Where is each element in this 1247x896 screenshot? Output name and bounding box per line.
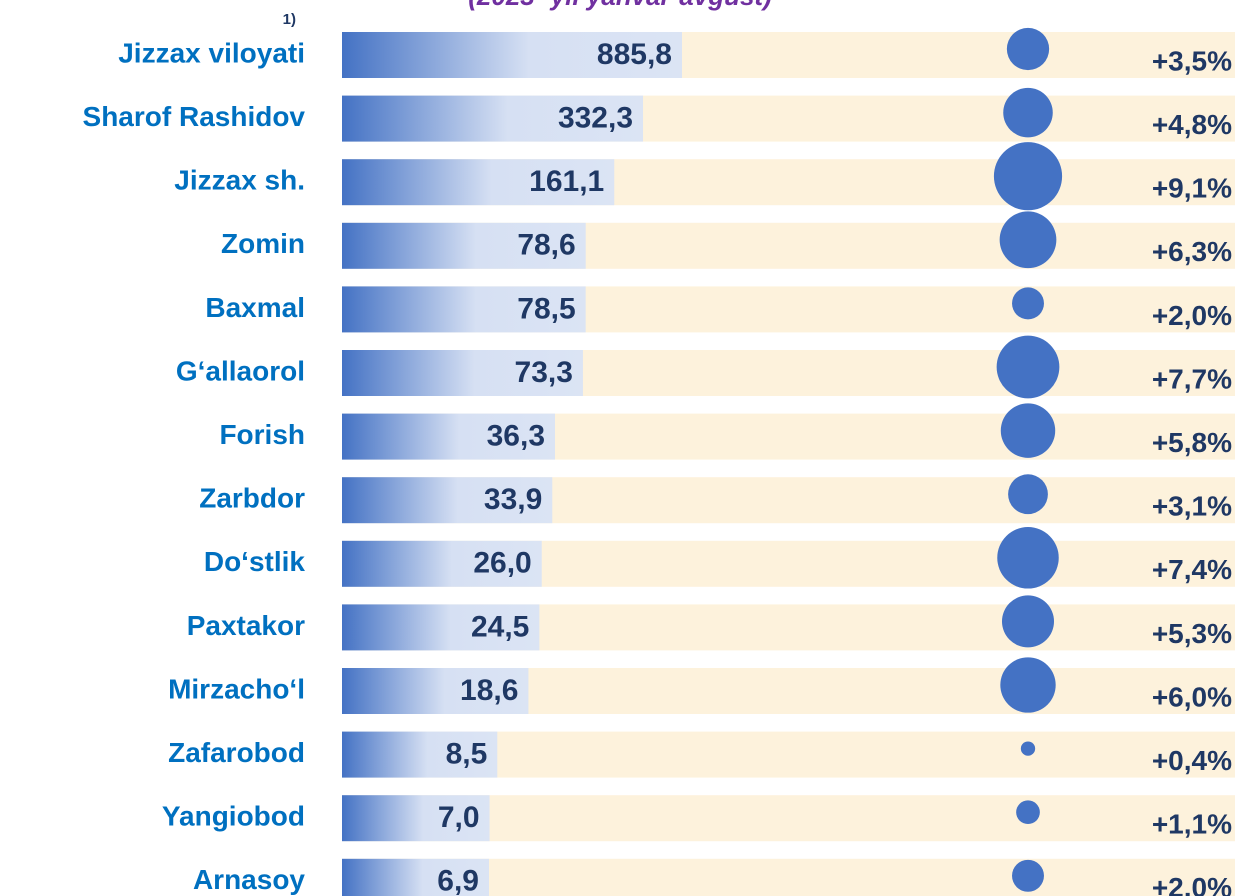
value-label: 78,5: [517, 292, 575, 325]
row-background: [342, 858, 1235, 896]
value-label: 885,8: [597, 38, 672, 71]
growth-label: +0,4%: [1152, 745, 1232, 776]
growth-bubble: [1001, 595, 1055, 648]
category-label: Zomin: [221, 228, 305, 259]
growth-bubble: [993, 142, 1063, 211]
growth-label: +7,4%: [1152, 554, 1232, 585]
category-label: Jizzax sh.: [174, 165, 305, 196]
value-label: 18,6: [460, 674, 518, 707]
bar: [342, 858, 489, 896]
growth-label: +3,5%: [1152, 45, 1232, 76]
growth-bubble: [1012, 287, 1044, 320]
growth-bubble: [1006, 27, 1050, 71]
category-label: Paxtakor: [187, 610, 305, 641]
category-label: Yangiobod: [162, 801, 305, 832]
growth-label: +2,0%: [1152, 872, 1232, 896]
bar: [342, 731, 498, 778]
bar: [342, 32, 682, 78]
value-label: 6,9: [437, 865, 479, 896]
chart-title: (2023- yil yanvar-avgust): [468, 0, 771, 11]
bar: [342, 222, 586, 269]
value-label: 7,0: [438, 801, 480, 834]
growth-bubble: [1008, 474, 1048, 515]
growth-label: +1,1%: [1152, 809, 1232, 840]
value-label: 36,3: [487, 420, 545, 453]
category-label: Zafarobod: [168, 737, 305, 768]
category-label: Mirzacho‘l: [168, 673, 305, 704]
bar: [342, 95, 644, 142]
value-label: 78,6: [517, 229, 575, 262]
value-label: 332,3: [558, 102, 633, 135]
value-label: 26,0: [473, 547, 531, 580]
growth-label: +6,0%: [1152, 681, 1232, 712]
growth-label: +6,3%: [1152, 236, 1232, 267]
growth-bubble: [1020, 741, 1036, 756]
growth-label: +5,3%: [1152, 618, 1232, 649]
growth-bubble: [996, 335, 1060, 399]
row-background: [342, 795, 1235, 842]
category-label: Arnasoy: [193, 864, 305, 895]
growth-label: +5,8%: [1152, 427, 1232, 458]
growth-label: +2,0%: [1152, 300, 1232, 331]
category-label: G‘allaorol: [176, 355, 305, 386]
value-label: 33,9: [484, 483, 542, 516]
category-label: Jizzax viloyati: [118, 37, 305, 68]
growth-label: +3,1%: [1152, 491, 1232, 522]
value-label: 73,3: [515, 356, 573, 389]
bar: [342, 668, 529, 714]
category-label: Sharof Rashidov: [83, 101, 306, 132]
value-label: 161,1: [529, 165, 604, 198]
growth-bubble: [1016, 800, 1040, 825]
growth-bubble: [1003, 87, 1053, 138]
bar: [342, 540, 542, 587]
growth-bubble: [1000, 403, 1056, 458]
growth-bubble: [1012, 859, 1044, 892]
category-label: Forish: [219, 419, 305, 450]
value-label: 24,5: [471, 610, 529, 643]
bar: [342, 477, 553, 524]
bar: [342, 795, 490, 842]
growth-bubble: [997, 527, 1059, 589]
bar: [342, 159, 615, 206]
footnote: 1): [283, 11, 296, 28]
category-label: Do‘stlik: [204, 546, 306, 577]
growth-bubble: [1000, 657, 1056, 713]
growth-label: +9,1%: [1152, 173, 1232, 204]
growth-label: +7,7%: [1152, 363, 1232, 394]
growth-bubble: [999, 211, 1057, 269]
bar: [342, 413, 556, 460]
value-label: 8,5: [446, 738, 488, 771]
bar: [342, 350, 583, 396]
category-label: Zarbdor: [199, 483, 305, 514]
bar: [342, 286, 586, 333]
bar: [342, 604, 540, 651]
growth-label: +4,8%: [1152, 109, 1232, 140]
category-label: Baxmal: [205, 292, 305, 323]
